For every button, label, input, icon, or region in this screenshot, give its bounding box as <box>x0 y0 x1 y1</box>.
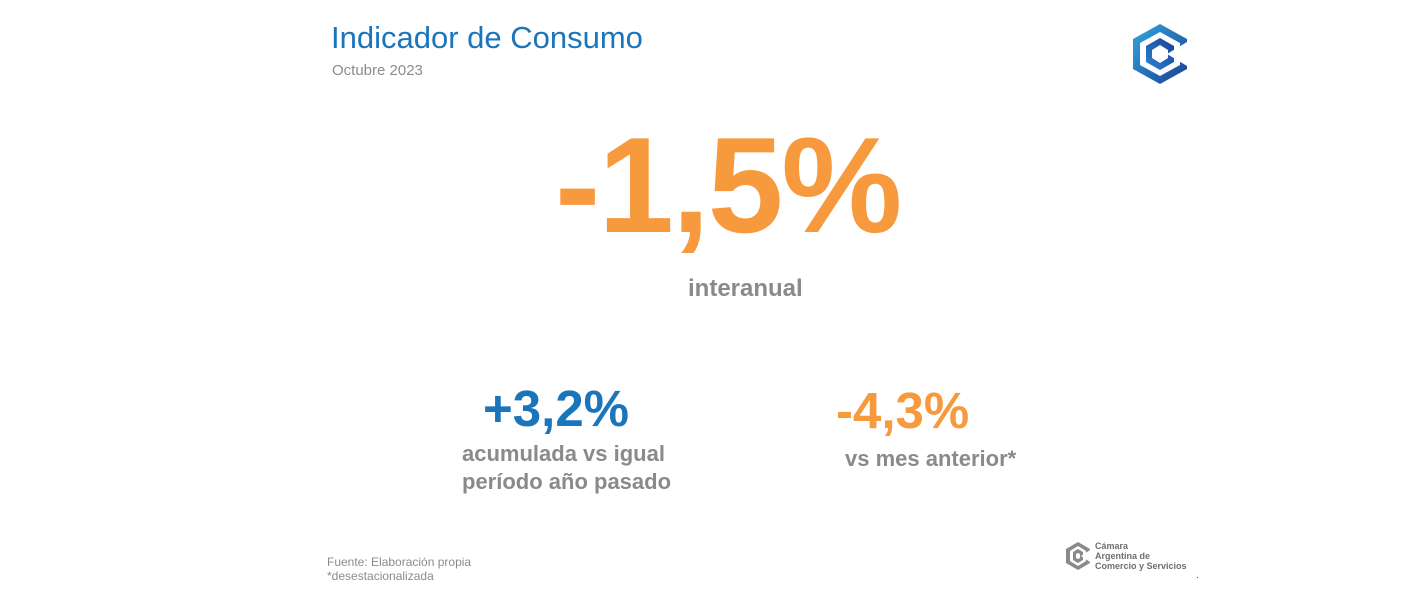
page-title: Indicador de Consumo <box>331 20 643 55</box>
accumulated-label-line2: período año pasado <box>462 469 672 494</box>
organization-name-line1: Cámara <box>1095 541 1129 551</box>
footer-note: *desestacionalizada <box>327 569 434 583</box>
month-over-month-value: -4,3% <box>836 382 970 439</box>
decorative-dot <box>1197 577 1198 578</box>
organization-name-line2: Argentina de <box>1095 551 1151 561</box>
interannual-label: interanual <box>688 275 803 302</box>
accumulated-label: acumulada vs igual período año pasado <box>462 440 671 496</box>
month-over-month-label: vs mes anterior* <box>845 446 1017 471</box>
cube-logo-icon <box>1131 22 1189 86</box>
organization-name: Cámara Argentina de Comercio y Servicios <box>1095 541 1187 571</box>
page-subtitle: Octubre 2023 <box>332 62 423 79</box>
cac-logo-icon <box>1065 541 1091 571</box>
footer-source: Fuente: Elaboración propia <box>327 555 472 569</box>
footer-notes: Fuente: Elaboración propia *desestaciona… <box>327 555 471 583</box>
organization-name-line3: Comercio y Servicios <box>1095 561 1187 571</box>
accumulated-value: +3,2% <box>483 380 630 437</box>
accumulated-label-line1: acumulada vs igual <box>462 441 665 466</box>
organization-logo: Cámara Argentina de Comercio y Servicios <box>1065 541 1187 571</box>
interannual-value: -1,5% <box>555 109 902 261</box>
